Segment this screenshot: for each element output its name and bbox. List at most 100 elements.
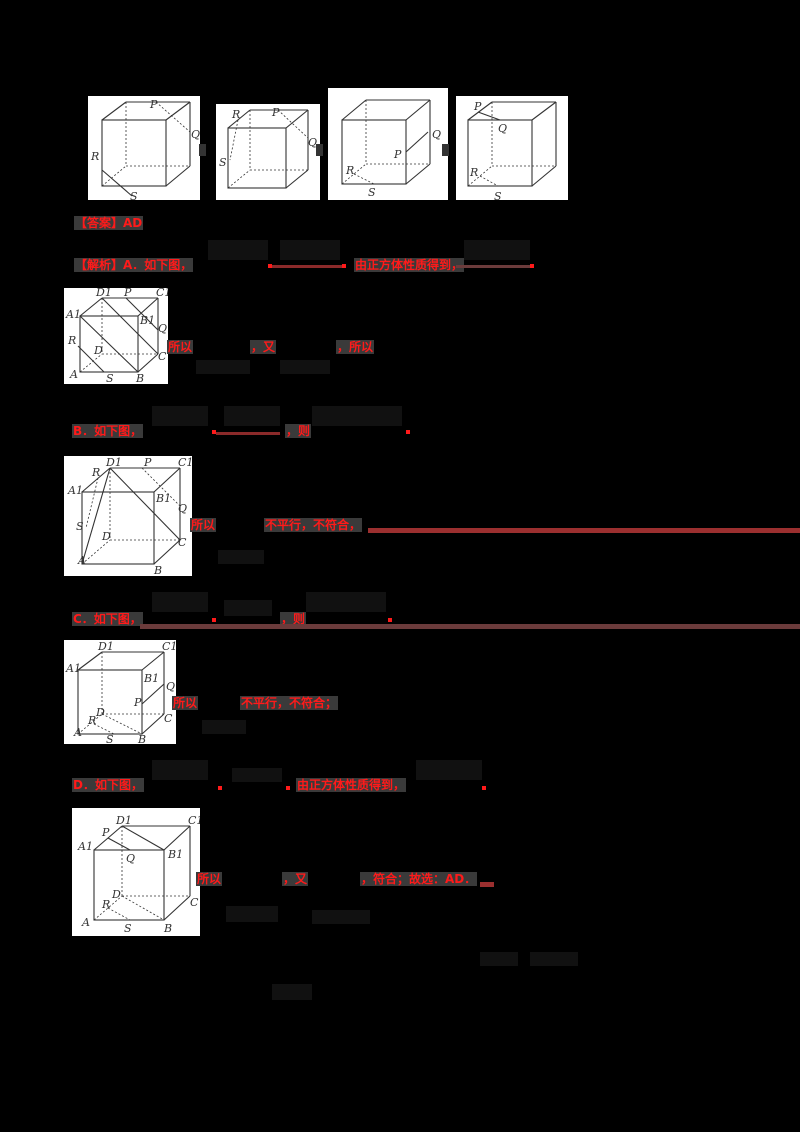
math-expression	[306, 592, 386, 612]
svg-text:P: P	[133, 696, 142, 709]
math-expression	[280, 240, 340, 260]
answer-underline	[456, 265, 532, 268]
svg-text:A: A	[69, 368, 78, 381]
svg-text:S: S	[494, 190, 502, 200]
solution-d-and-label: ，又	[282, 872, 309, 886]
math-expression	[196, 360, 250, 374]
cube-diagram-a: P Q R S	[90, 98, 200, 200]
svg-text:A1: A1	[67, 484, 83, 497]
svg-text:B1: B1	[167, 848, 183, 861]
svg-text:P: P	[101, 826, 110, 839]
comma-mark	[218, 786, 222, 790]
cube-diagram-solution-a: D1 P C1 A1 B1 Q R D C A S B	[65, 288, 168, 384]
analysis-intro: 【解析】A．如下图，	[74, 258, 194, 272]
solution-c-punct: ，则	[280, 612, 307, 626]
svg-text:P: P	[473, 100, 482, 113]
option-c-marker	[316, 144, 323, 156]
option-a-figure: P Q R S	[88, 96, 200, 200]
solution-b-intro: B．如下图，	[72, 424, 144, 438]
svg-text:C1: C1	[156, 288, 168, 299]
analysis-mid-text: 由正方体性质得到，	[354, 258, 465, 272]
svg-text:C: C	[178, 536, 187, 549]
comma-mark	[342, 264, 346, 268]
solution-a-figure: D1 P C1 A1 B1 Q R D C A S B	[64, 288, 168, 384]
math-expression	[312, 406, 402, 426]
svg-text:B1: B1	[139, 314, 155, 327]
svg-text:Q: Q	[158, 322, 167, 335]
answer-underline	[368, 528, 800, 533]
svg-text:R: R	[231, 108, 240, 121]
svg-text:A: A	[73, 726, 82, 739]
comma-mark	[286, 786, 290, 790]
svg-text:C1: C1	[188, 814, 200, 827]
svg-text:C: C	[158, 350, 167, 363]
svg-text:P: P	[393, 148, 402, 161]
solution-a-and-label: ，又	[250, 340, 277, 354]
solution-b-so-label: 所以	[190, 518, 217, 532]
svg-text:C: C	[164, 712, 173, 725]
svg-text:B: B	[153, 564, 162, 576]
svg-text:D1: D1	[105, 456, 122, 469]
svg-text:C1: C1	[178, 456, 192, 469]
svg-text:D: D	[93, 344, 103, 357]
svg-text:A1: A1	[77, 840, 93, 853]
svg-text:R: R	[87, 714, 96, 727]
option-d-marker	[442, 144, 449, 156]
answer-label: 【答案】AD	[74, 216, 144, 230]
svg-text:S: S	[219, 156, 227, 169]
solution-c-so-label: 所以	[172, 696, 199, 710]
svg-text:R: R	[91, 466, 100, 479]
period-mark	[530, 264, 534, 268]
cube-diagram-b: R P Q S	[219, 106, 317, 189]
svg-text:A1: A1	[65, 308, 81, 321]
math-expression	[208, 240, 268, 260]
cube-diagram-solution-b: D1 R P C1 A1 B1 Q S D C A B	[67, 456, 192, 576]
svg-text:R: R	[345, 164, 354, 177]
option-d-figure: P Q R S	[456, 96, 568, 200]
answer-underline	[140, 624, 800, 629]
solution-d-figure: D1 C1 P A1 Q B1 D C R A S B	[72, 808, 200, 936]
svg-text:S: S	[130, 190, 138, 200]
answer-underline	[272, 265, 342, 268]
svg-text:S: S	[124, 922, 132, 935]
svg-text:D1: D1	[95, 288, 112, 299]
answer-underline	[480, 882, 494, 887]
solution-d-mid-text: 由正方体性质得到，	[296, 778, 407, 792]
svg-text:Q: Q	[498, 122, 507, 135]
svg-text:S: S	[106, 372, 114, 384]
svg-text:A1: A1	[65, 662, 81, 675]
math-expression	[232, 768, 282, 782]
math-expression	[312, 910, 370, 924]
svg-text:A: A	[77, 554, 86, 567]
svg-text:D1: D1	[97, 640, 114, 653]
math-expression	[480, 952, 518, 966]
comma-mark	[268, 264, 272, 268]
period-mark	[482, 786, 486, 790]
comma-mark	[212, 618, 216, 622]
solution-d-so-label: 所以	[196, 872, 223, 886]
svg-text:Q: Q	[166, 680, 175, 693]
comma-mark	[212, 430, 216, 434]
solution-d-intro: D．如下图，	[72, 778, 144, 792]
solution-c-figure: D1 C1 A1 B1 Q P D C R A S B	[64, 640, 176, 744]
period-mark	[406, 430, 410, 434]
solution-a-proof-label: 所以	[167, 340, 194, 354]
option-c-figure: Q P R S	[328, 88, 448, 200]
solution-b-punct: ，则	[285, 424, 312, 438]
math-expression	[218, 550, 264, 564]
svg-text:P: P	[123, 288, 132, 299]
svg-text:B1: B1	[143, 672, 159, 685]
cube-diagram-c: Q P R S	[341, 99, 441, 199]
math-expression	[530, 952, 578, 966]
svg-text:P: P	[143, 456, 152, 469]
solution-a-so-label: ，所以	[336, 340, 375, 354]
svg-text:S: S	[106, 733, 114, 744]
solution-c-conclusion: 不平行，不符合；	[240, 696, 339, 710]
svg-text:R: R	[67, 334, 76, 347]
svg-text:D: D	[111, 888, 121, 901]
cube-diagram-solution-d: D1 C1 P A1 Q B1 D C R A S B	[77, 814, 200, 935]
math-expression	[152, 406, 208, 426]
math-expression	[272, 984, 312, 1000]
solution-c-intro: C．如下图，	[72, 612, 143, 626]
svg-text:A: A	[81, 916, 90, 929]
